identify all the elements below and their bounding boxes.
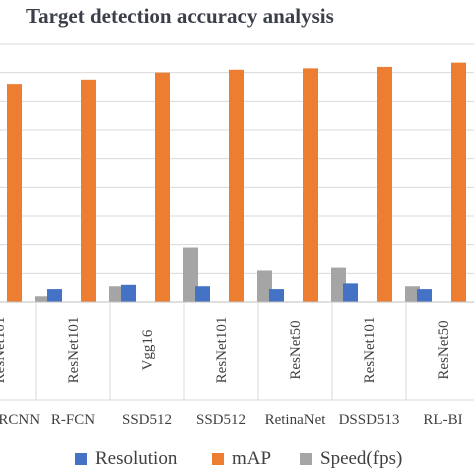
bar-speed-fps-: [257, 270, 272, 302]
bar-speed-fps-: [109, 286, 124, 302]
tick-label-backbone: Vgg16: [140, 329, 156, 370]
tick-label-method: RL-BI: [423, 412, 462, 428]
bar-resolution: [47, 289, 62, 302]
bar-resolution: [121, 284, 136, 302]
legend: Resolution mAP Speed(fps): [0, 448, 474, 474]
legend-label: mAP: [232, 448, 272, 469]
tick-label-method: SSD512: [122, 412, 172, 428]
tick-label-method: Faster RCNN: [0, 412, 40, 428]
legend-item: Resolution: [75, 448, 177, 470]
bar-resolution: [269, 289, 284, 302]
bar-map: [81, 79, 96, 302]
tick-label-backbone: ResNet101: [66, 317, 82, 384]
bar-resolution: [195, 286, 210, 302]
tick-label-method: SSD512: [196, 412, 246, 428]
tick-label-backbone: ResNet101: [0, 317, 8, 384]
category-axis: [0, 301, 474, 401]
tick-label-backbone: ResNet101: [214, 317, 230, 384]
bar-chart: ResNet101 Faster RCNN ResNet101 R-FCN Vgg16 S…: [0, 43, 474, 428]
legend-item: mAP: [212, 448, 271, 470]
tick-label-backbone: ResNet101: [362, 317, 378, 384]
legend-swatch: [212, 453, 224, 465]
bar-map: [303, 68, 318, 302]
bar-map: [377, 66, 392, 302]
bar-speed-fps-: [35, 296, 50, 302]
tick-label-method: DSSD513: [339, 412, 400, 428]
bar-resolution: [343, 283, 358, 302]
bar-map: [229, 69, 244, 302]
tick-label-backbone: ResNet50: [288, 320, 304, 379]
chart-title: Target detection accuracy analysis: [26, 4, 334, 28]
tick-label-method: RetinaNet: [265, 412, 327, 428]
bar-map: [7, 84, 22, 302]
bars: [7, 62, 466, 303]
legend-item: Speed(fps): [300, 448, 402, 470]
category-labels: ResNet101 Faster RCNN ResNet101 R-FCN Vgg16 S…: [0, 317, 463, 428]
bar-speed-fps-: [405, 286, 420, 302]
tick-label-backbone: ResNet50: [436, 320, 452, 379]
legend-swatch: [75, 453, 87, 465]
bar-map: [451, 62, 466, 303]
legend-swatch: [300, 453, 312, 465]
legend-label: Speed(fps): [320, 448, 403, 469]
bar-speed-fps-: [183, 247, 198, 302]
tick-label-method: R-FCN: [51, 412, 95, 428]
bar-speed-fps-: [331, 267, 346, 302]
legend-label: Resolution: [95, 448, 178, 469]
bar-resolution: [417, 289, 432, 302]
bar-map: [155, 72, 170, 303]
